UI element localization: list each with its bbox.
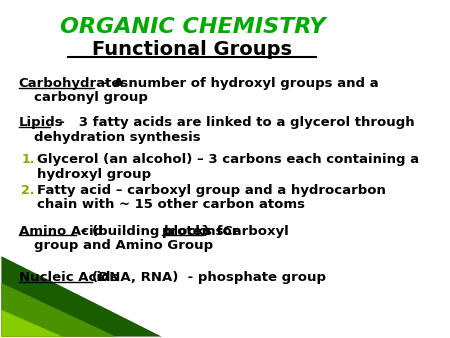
- Text: hydroxyl group: hydroxyl group: [36, 168, 151, 180]
- Text: Glycerol (an alcohol) – 3 carbons each containing a: Glycerol (an alcohol) – 3 carbons each c…: [36, 153, 418, 166]
- Text: (DNA, RNA)  - phosphate group: (DNA, RNA) - phosphate group: [92, 271, 326, 285]
- Text: – (building blocks for: – (building blocks for: [76, 224, 243, 238]
- Text: proteins: proteins: [162, 224, 224, 238]
- Text: Fatty acid – carboxyl group and a hydrocarbon: Fatty acid – carboxyl group and a hydroc…: [36, 184, 385, 197]
- Text: chain with ~ 15 other carbon atoms: chain with ~ 15 other carbon atoms: [36, 198, 305, 211]
- Text: )   Carboxyl: ) Carboxyl: [203, 224, 289, 238]
- Text: 2.: 2.: [21, 184, 35, 197]
- Text: Lipids: Lipids: [18, 116, 63, 129]
- Text: - A number of hydroxyl groups and a: - A number of hydroxyl groups and a: [94, 77, 378, 90]
- Text: Amino Acid: Amino Acid: [18, 224, 103, 238]
- Polygon shape: [1, 256, 162, 337]
- Text: dehydration synthesis: dehydration synthesis: [34, 131, 200, 144]
- Polygon shape: [1, 283, 116, 337]
- Text: Carbohydrates: Carbohydrates: [18, 77, 129, 90]
- Text: -   3 fatty acids are linked to a glycerol through: - 3 fatty acids are linked to a glycerol…: [50, 116, 415, 129]
- Text: Functional Groups: Functional Groups: [92, 41, 292, 59]
- Text: 1.: 1.: [21, 153, 35, 166]
- Polygon shape: [1, 310, 63, 337]
- Text: ORGANIC CHEMISTRY: ORGANIC CHEMISTRY: [59, 17, 325, 37]
- Text: Nucleic Acids: Nucleic Acids: [18, 271, 122, 285]
- Text: group and Amino Group: group and Amino Group: [34, 239, 213, 252]
- Text: carbonyl group: carbonyl group: [34, 92, 148, 104]
